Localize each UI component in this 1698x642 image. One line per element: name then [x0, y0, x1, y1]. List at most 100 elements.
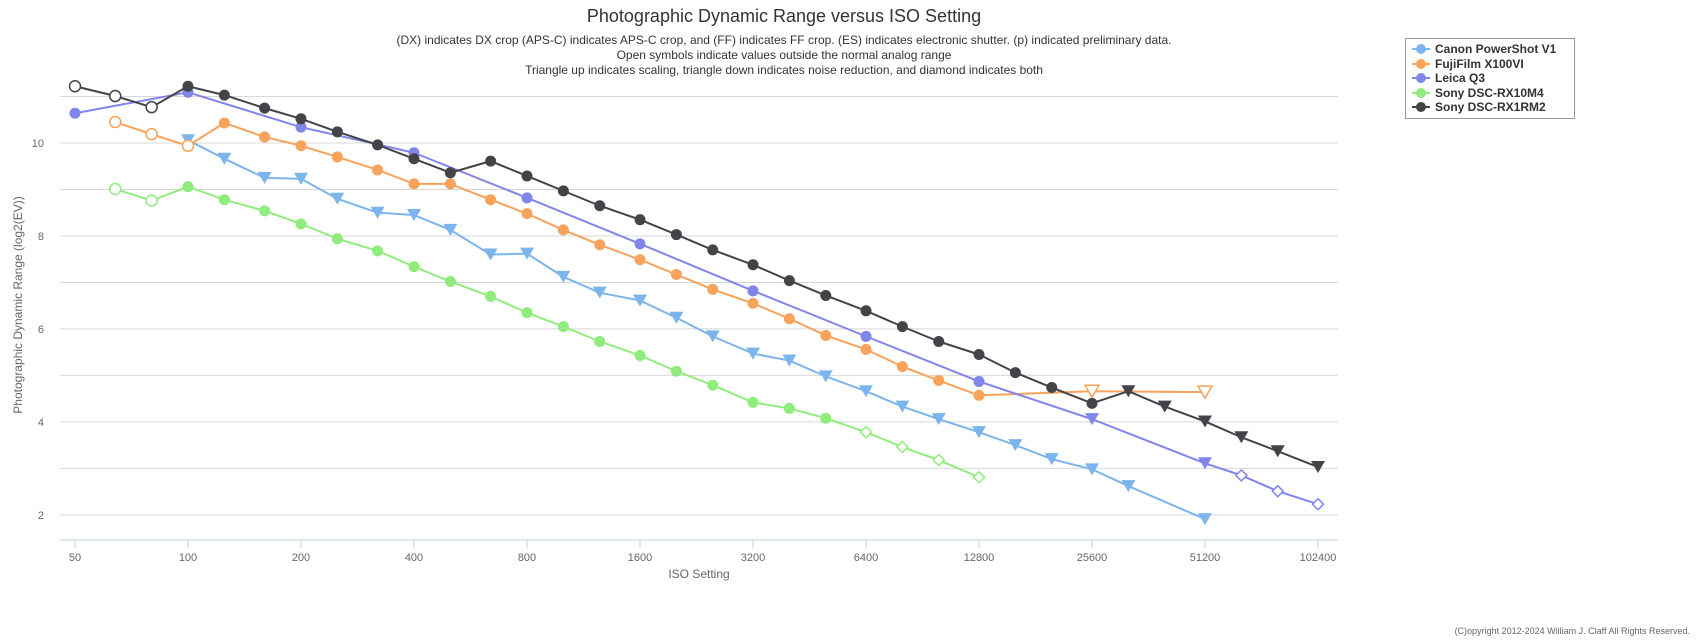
data-point-circle [594, 200, 606, 212]
data-point-triangle-down [443, 223, 458, 236]
data-point-triangle-down [1198, 457, 1212, 470]
data-point-triangle-down [818, 370, 833, 383]
y-tick-label: 6 [38, 324, 44, 336]
data-point-triangle-down [1196, 385, 1214, 400]
data-point-triangle-down [370, 206, 385, 219]
data-point-triangle-down [257, 171, 272, 184]
y-tick-label: 2 [38, 510, 44, 522]
data-point-circle [973, 389, 985, 401]
data-point-circle [860, 305, 872, 317]
x-tick-label: 3200 [741, 552, 765, 564]
data-point-triangle-down [1234, 431, 1249, 444]
data-point-diamond [1271, 484, 1285, 498]
data-point-circle [408, 261, 420, 273]
data-point-circle [1046, 382, 1058, 394]
data-point-circle [783, 275, 795, 287]
x-tick-label: 800 [518, 552, 536, 564]
data-point-circle [670, 269, 682, 281]
data-point-circle [485, 290, 497, 302]
data-point-triangle-down [1121, 385, 1136, 398]
data-point-triangle-down [931, 413, 946, 426]
legend-label: FujiFilm X100VI [1435, 56, 1524, 71]
data-point-diamond [932, 453, 946, 467]
x-tick-label: 50 [69, 552, 81, 564]
data-point-circle [896, 321, 908, 333]
x-tick-label: 102400 [1300, 552, 1337, 564]
data-point-circle [408, 153, 420, 165]
data-point-circle [820, 289, 832, 301]
data-point-circle [68, 80, 82, 93]
data-point-circle [670, 365, 682, 377]
data-point-triangle-down [1198, 513, 1212, 526]
data-point-diamond [895, 440, 909, 454]
data-point-circle [295, 218, 307, 230]
data-point-circle [973, 375, 985, 387]
legend-marker-icon [1412, 102, 1430, 113]
legend: Canon PowerShot V1 FujiFilm X100VI Leica Q… [1405, 38, 1575, 119]
chart-subtitle-3: Triangle up indicates scaling, triangle … [525, 63, 1043, 77]
data-point-circle [69, 107, 81, 119]
data-point-triangle-down [746, 347, 760, 360]
data-point-circle [521, 307, 533, 319]
data-point-circle [634, 254, 646, 266]
x-tick-label: 100 [179, 552, 197, 564]
series-leica-q3 [69, 86, 1325, 511]
data-point-circle [218, 89, 230, 101]
data-point-circle [557, 224, 569, 236]
data-point-circle [594, 335, 606, 347]
series-line [114, 185, 980, 479]
series-fujifilm-x100vi [108, 115, 1214, 401]
y-tick-label: 4 [38, 417, 44, 429]
data-point-circle [372, 164, 384, 176]
data-point-triangle-down [669, 311, 684, 324]
data-point-triangle-down [1008, 439, 1023, 452]
legend-item[interactable]: Sony DSC-RX1RM2 [1412, 100, 1568, 115]
data-point-triangle-down [294, 172, 308, 185]
data-point-circle [485, 194, 497, 206]
data-point-triangle-down [520, 247, 534, 260]
data-point-circle [259, 102, 271, 114]
data-point-circle [820, 329, 832, 341]
data-point-triangle-down [407, 209, 421, 222]
data-point-triangle-down [782, 354, 797, 367]
data-point-triangle-down [1083, 384, 1101, 399]
y-tick-label: 10 [32, 138, 44, 150]
legend-item[interactable]: Leica Q3 [1412, 71, 1568, 86]
series-line [74, 91, 1319, 506]
data-point-circle [634, 349, 646, 361]
data-point-circle [860, 330, 872, 342]
y-axis-label: Photographic Dynamic Range (log2(EV)) [11, 196, 25, 413]
data-point-circle [521, 170, 533, 182]
series-sony-dsc-rx1rm2 [68, 80, 1325, 474]
data-point-circle [707, 283, 719, 295]
data-point-circle [295, 121, 307, 133]
legend-label: Leica Q3 [1435, 71, 1486, 86]
data-point-diamond [1311, 497, 1325, 511]
series-canon-powershot-v1 [181, 134, 1212, 526]
data-point-circle [331, 233, 343, 245]
data-point-circle [521, 208, 533, 220]
x-tick-label: 400 [405, 552, 423, 564]
legend-item[interactable]: Canon PowerShot V1 [1412, 42, 1568, 57]
data-point-circle [707, 379, 719, 391]
data-point-triangle-down [859, 385, 873, 398]
legend-item[interactable]: FujiFilm X100VI [1412, 57, 1568, 72]
data-point-diamond [972, 470, 986, 484]
data-point-circle [182, 181, 194, 193]
data-point-circle [108, 89, 122, 103]
legend-label: Sony DSC-RX10M4 [1435, 85, 1544, 100]
data-point-triangle-down [1157, 400, 1172, 413]
legend-marker-icon [1412, 58, 1430, 69]
legend-item[interactable]: Sony DSC-RX10M4 [1412, 86, 1568, 101]
data-point-triangle-down [217, 152, 232, 165]
copyright: (C)opyright 2012-2024 William J. Claff A… [1454, 626, 1690, 636]
y-tick-label: 8 [38, 231, 44, 243]
data-point-circle [747, 297, 759, 309]
data-point-circle [182, 80, 194, 92]
data-point-circle [783, 402, 795, 414]
data-point-circle [444, 276, 456, 288]
x-tick-label: 12800 [964, 552, 995, 564]
data-point-circle [372, 245, 384, 257]
x-tick-label: 6400 [854, 552, 878, 564]
